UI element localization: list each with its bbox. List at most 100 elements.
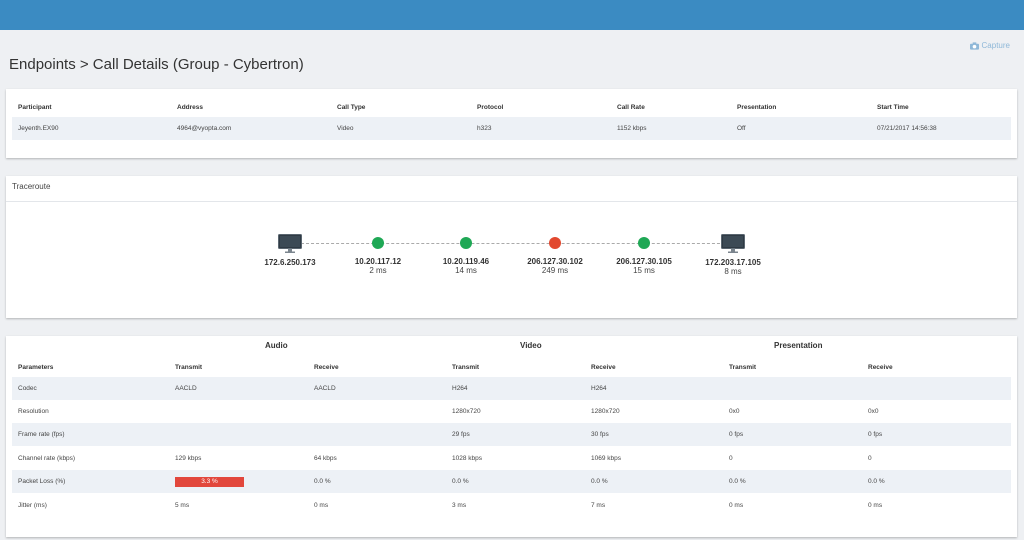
audio-transmit-cell: AACLD	[175, 385, 197, 392]
audio-receive-cell: 0 ms	[314, 502, 329, 509]
audio-transmit-cell: 5 ms	[175, 502, 190, 509]
video-receive-cell: 7 ms	[591, 502, 606, 509]
page-title: Endpoints > Call Details (Group - Cybert…	[9, 56, 304, 73]
column-header: Call Type	[337, 104, 366, 111]
hop-ip: 10.20.119.46	[442, 257, 490, 266]
parameter-cell: Frame rate (fps)	[18, 431, 65, 438]
column-header: Receive	[314, 364, 339, 371]
presentation-receive-cell: 0.0 %	[868, 478, 885, 485]
traceroute-path-line	[296, 243, 740, 244]
presentation-transmit-cell: 0.0 %	[729, 478, 746, 485]
parameter-cell: Resolution	[18, 408, 49, 415]
presentation-transmit-cell: 0 ms	[729, 502, 744, 509]
presentation-receive-cell: 0	[868, 455, 872, 462]
column-header: Presentation	[737, 104, 777, 111]
traceroute-title: Traceroute	[12, 182, 51, 191]
presentation-receive-cell: 0x0	[868, 408, 879, 415]
video-transmit-cell: 1028 kbps	[452, 455, 482, 462]
column-header: Transmit	[175, 364, 203, 371]
traceroute-hop[interactable]: 206.127.30.102 249 ms	[505, 234, 605, 275]
column-header: Parameters	[18, 364, 54, 371]
hop-latency: 8 ms	[724, 267, 742, 276]
video-transmit-cell: 3 ms	[452, 502, 467, 509]
column-header: Participant	[18, 104, 52, 111]
audio-receive-cell: AACLD	[314, 385, 336, 392]
parameter-cell: Channel rate (kbps)	[18, 455, 76, 462]
monitor-icon	[278, 234, 302, 253]
stats-header-row: Parameters Transmit Receive Transmit Rec…	[12, 356, 1011, 379]
column-header: Receive	[591, 364, 616, 371]
column-header: Receive	[868, 364, 893, 371]
table-row[interactable]: Frame rate (fps) 29 fps 30 fps 0 fps 0 f…	[12, 423, 1011, 446]
top-navbar	[0, 0, 1024, 30]
presentation-cell: Off	[737, 125, 746, 132]
packet-loss-alert-bar: 3.3 %	[175, 477, 244, 487]
video-transmit-cell: 29 fps	[452, 431, 470, 438]
column-header: Transmit	[729, 364, 757, 371]
call-rate-cell: 1152 kbps	[617, 125, 647, 132]
video-receive-cell: H264	[591, 385, 607, 392]
column-header: Call Rate	[617, 104, 645, 111]
table-row[interactable]: Jitter (ms) 5 ms 0 ms 3 ms 7 ms 0 ms 0 m…	[12, 494, 1011, 517]
hop-latency: 15 ms	[633, 266, 655, 275]
traceroute-hop-destination[interactable]: 172.203.17.105 8 ms	[683, 234, 783, 276]
video-transmit-cell: H264	[452, 385, 468, 392]
table-row[interactable]: Channel rate (kbps) 129 kbps 64 kbps 102…	[12, 447, 1011, 470]
traceroute-hop[interactable]: 10.20.119.46 14 ms	[416, 234, 516, 275]
parameter-cell: Jitter (ms)	[18, 502, 47, 509]
hop-ip: 10.20.117.12	[354, 257, 402, 266]
video-receive-cell: 1280x720	[591, 408, 620, 415]
hop-ip: 172.203.17.105	[705, 258, 761, 267]
hop-ip: 206.127.30.102	[527, 257, 583, 266]
video-transmit-cell: 1280x720	[452, 408, 481, 415]
monitor-icon	[721, 234, 745, 253]
media-stats-panel: Audio Video Presentation Parameters Tran…	[6, 336, 1017, 537]
parameter-cell: Packet Loss (%)	[18, 478, 66, 485]
capture-button[interactable]: Capture	[969, 41, 1010, 50]
presentation-transmit-cell: 0x0	[729, 408, 740, 415]
group-header-presentation: Presentation	[774, 341, 823, 350]
hop-status-dot	[460, 237, 472, 249]
participant-cell: Jeyenth.EX90	[18, 125, 59, 132]
protocol-cell: h323	[477, 125, 492, 132]
table-row[interactable]: Packet Loss (%) 3.3 % 0.0 % 0.0 % 0.0 % …	[12, 470, 1011, 493]
column-header: Start Time	[877, 104, 909, 111]
call-type-cell: Video	[337, 125, 354, 132]
traceroute-hop-source[interactable]: 172.6.250.173	[240, 234, 340, 267]
table-row[interactable]: Codec AACLD AACLD H264 H264	[12, 377, 1011, 400]
traceroute-hop[interactable]: 206.127.30.105 15 ms	[594, 234, 694, 275]
traceroute-panel: Traceroute 172.6.250.173 10.20.117.12 2 …	[6, 176, 1017, 318]
call-details-panel: Participant Address Call Type Protocol C…	[6, 89, 1017, 158]
group-header-video: Video	[520, 341, 542, 350]
video-receive-cell: 0.0 %	[591, 478, 608, 485]
hop-status-dot	[638, 237, 650, 249]
capture-label: Capture	[981, 41, 1010, 50]
address-cell: 4964@vyopta.com	[177, 125, 232, 132]
group-header-audio: Audio	[265, 341, 288, 350]
column-header: Protocol	[477, 104, 504, 111]
column-header: Address	[177, 104, 204, 111]
hop-ip: 206.127.30.105	[616, 257, 672, 266]
traceroute-hop[interactable]: 10.20.117.12 2 ms	[328, 234, 428, 275]
presentation-receive-cell: 0 fps	[868, 431, 883, 438]
divider	[6, 201, 1017, 202]
table-row[interactable]: Resolution 1280x720 1280x720 0x0 0x0	[12, 400, 1011, 423]
audio-receive-cell: 0.0 %	[314, 478, 331, 485]
call-header-row: Participant Address Call Type Protocol C…	[12, 96, 1011, 119]
hop-latency: 14 ms	[455, 266, 477, 275]
hop-latency: 249 ms	[541, 266, 569, 275]
hop-ip: 172.6.250.173	[264, 258, 316, 267]
parameter-cell: Codec	[18, 385, 37, 392]
table-row[interactable]: Jeyenth.EX90 4964@vyopta.com Video h323 …	[12, 117, 1011, 140]
video-receive-cell: 30 fps	[591, 431, 609, 438]
start-time-cell: 07/21/2017 14:56:38	[877, 125, 937, 132]
camera-icon	[969, 41, 979, 50]
hop-latency: 2 ms	[369, 266, 387, 275]
video-receive-cell: 1069 kbps	[591, 455, 621, 462]
presentation-transmit-cell: 0 fps	[729, 431, 744, 438]
presentation-transmit-cell: 0	[729, 455, 733, 462]
video-transmit-cell: 0.0 %	[452, 478, 469, 485]
hop-status-dot	[372, 237, 384, 249]
hop-status-dot	[549, 237, 561, 249]
audio-transmit-cell: 129 kbps	[175, 455, 202, 462]
